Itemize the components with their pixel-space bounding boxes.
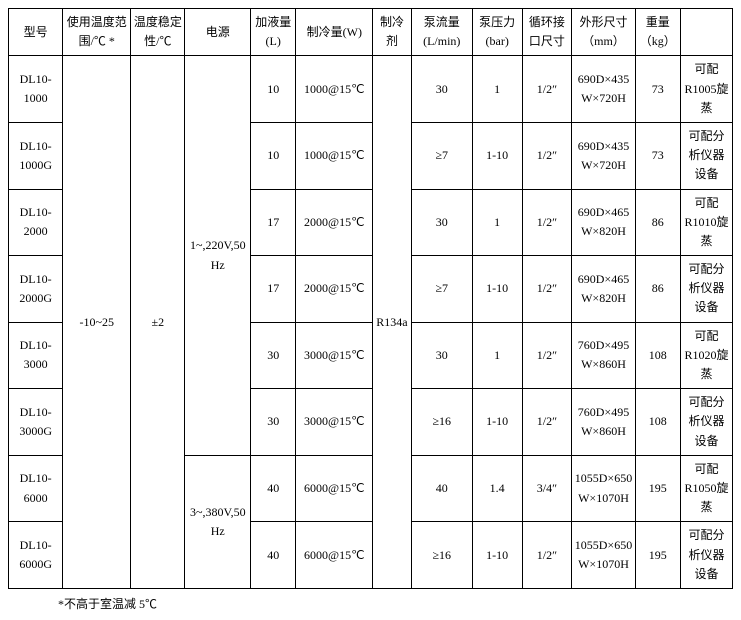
cell-cooling: 1000@15℃ [296,56,373,123]
footnote: *不高于室温减 5℃ [58,595,733,612]
cell-dims: 690D×465W×820H [572,256,635,323]
cell-weight: 86 [635,256,680,323]
cell-refrigerant: R134a [373,56,411,589]
cell-liquid: 40 [251,522,296,589]
cell-model: DL10-2000G [9,256,63,323]
cell-cooling: 6000@15℃ [296,522,373,589]
cell-weight: 195 [635,455,680,522]
header-flow: 泵流量(L/min) [411,9,472,56]
cell-model: DL10-6000G [9,522,63,589]
cell-pressure: 1.4 [472,455,522,522]
cell-power-bottom: 3~,380V,50Hz [185,455,251,588]
cell-flow: 30 [411,56,472,123]
cell-note: 可配分析仪器设备 [680,256,732,323]
cell-model: DL10-3000G [9,389,63,456]
cell-cooling: 1000@15℃ [296,122,373,189]
cell-temp-range: -10~25 [63,56,131,589]
cell-model: DL10-2000 [9,189,63,256]
cell-model: DL10-3000 [9,322,63,389]
header-refrigerant: 制冷剂 [373,9,411,56]
cell-liquid: 17 [251,189,296,256]
cell-cooling: 3000@15℃ [296,389,373,456]
cell-cooling: 2000@15℃ [296,256,373,323]
header-model: 型号 [9,9,63,56]
cell-weight: 73 [635,56,680,123]
cell-flow: ≥7 [411,122,472,189]
cell-port: 1/2″ [522,522,572,589]
cell-note: 可配分析仪器设备 [680,522,732,589]
cell-dims: 690D×435W×720H [572,56,635,123]
cell-port: 1/2″ [522,189,572,256]
cell-dims: 760D×495W×860H [572,389,635,456]
cell-liquid: 17 [251,256,296,323]
header-power: 电源 [185,9,251,56]
cell-weight: 195 [635,522,680,589]
cell-power-top: 1~,220V,50Hz [185,56,251,455]
cell-pressure: 1-10 [472,522,522,589]
header-cooling: 制冷量(W) [296,9,373,56]
cell-cooling: 3000@15℃ [296,322,373,389]
cell-pressure: 1 [472,189,522,256]
header-liquid: 加液量(L) [251,9,296,56]
cell-weight: 108 [635,322,680,389]
cell-pressure: 1 [472,322,522,389]
cell-pressure: 1 [472,56,522,123]
cell-port: 1/2″ [522,322,572,389]
cell-port: 1/2″ [522,122,572,189]
cell-liquid: 10 [251,122,296,189]
cell-note: 可配R1010旋蒸 [680,189,732,256]
cell-port: 1/2″ [522,389,572,456]
cell-model: DL10-1000G [9,122,63,189]
cell-weight: 108 [635,389,680,456]
table-row: DL10-1000 -10~25 ±2 1~,220V,50Hz 10 1000… [9,56,733,123]
header-weight: 重量（kg） [635,9,680,56]
cell-dims: 690D×435W×720H [572,122,635,189]
cell-dims: 760D×495W×860H [572,322,635,389]
cell-liquid: 30 [251,389,296,456]
cell-cooling: 2000@15℃ [296,189,373,256]
cell-dims: 1055D×650W×1070H [572,522,635,589]
cell-flow: ≥16 [411,522,472,589]
header-temp-range: 使用温度范围/℃ * [63,9,131,56]
cell-liquid: 40 [251,455,296,522]
cell-dims: 690D×465W×820H [572,189,635,256]
cell-pressure: 1-10 [472,256,522,323]
cell-note: 可配R1020旋蒸 [680,322,732,389]
cell-port: 1/2″ [522,256,572,323]
header-temp-stability: 温度稳定性/℃ [131,9,185,56]
cell-flow: 40 [411,455,472,522]
header-note [680,9,732,56]
header-port: 循环接口尺寸 [522,9,572,56]
cell-model: DL10-1000 [9,56,63,123]
cell-port: 3/4″ [522,455,572,522]
header-dims: 外形尺寸（mm） [572,9,635,56]
cell-weight: 86 [635,189,680,256]
cell-liquid: 30 [251,322,296,389]
cell-note: 可配分析仪器设备 [680,122,732,189]
cell-weight: 73 [635,122,680,189]
cell-port: 1/2″ [522,56,572,123]
cell-pressure: 1-10 [472,389,522,456]
cell-note: 可配R1050旋蒸 [680,455,732,522]
cell-note: 可配分析仪器设备 [680,389,732,456]
cell-liquid: 10 [251,56,296,123]
cell-model: DL10-6000 [9,455,63,522]
cell-dims: 1055D×650W×1070H [572,455,635,522]
cell-note: 可配R1005旋蒸 [680,56,732,123]
cell-cooling: 6000@15℃ [296,455,373,522]
header-row: 型号 使用温度范围/℃ * 温度稳定性/℃ 电源 加液量(L) 制冷量(W) 制… [9,9,733,56]
cell-flow: 30 [411,189,472,256]
cell-flow: 30 [411,322,472,389]
header-pressure: 泵压力(bar) [472,9,522,56]
cell-flow: ≥7 [411,256,472,323]
spec-table: 型号 使用温度范围/℃ * 温度稳定性/℃ 电源 加液量(L) 制冷量(W) 制… [8,8,733,589]
cell-flow: ≥16 [411,389,472,456]
cell-temp-stability: ±2 [131,56,185,589]
table-body: DL10-1000 -10~25 ±2 1~,220V,50Hz 10 1000… [9,56,733,589]
cell-pressure: 1-10 [472,122,522,189]
